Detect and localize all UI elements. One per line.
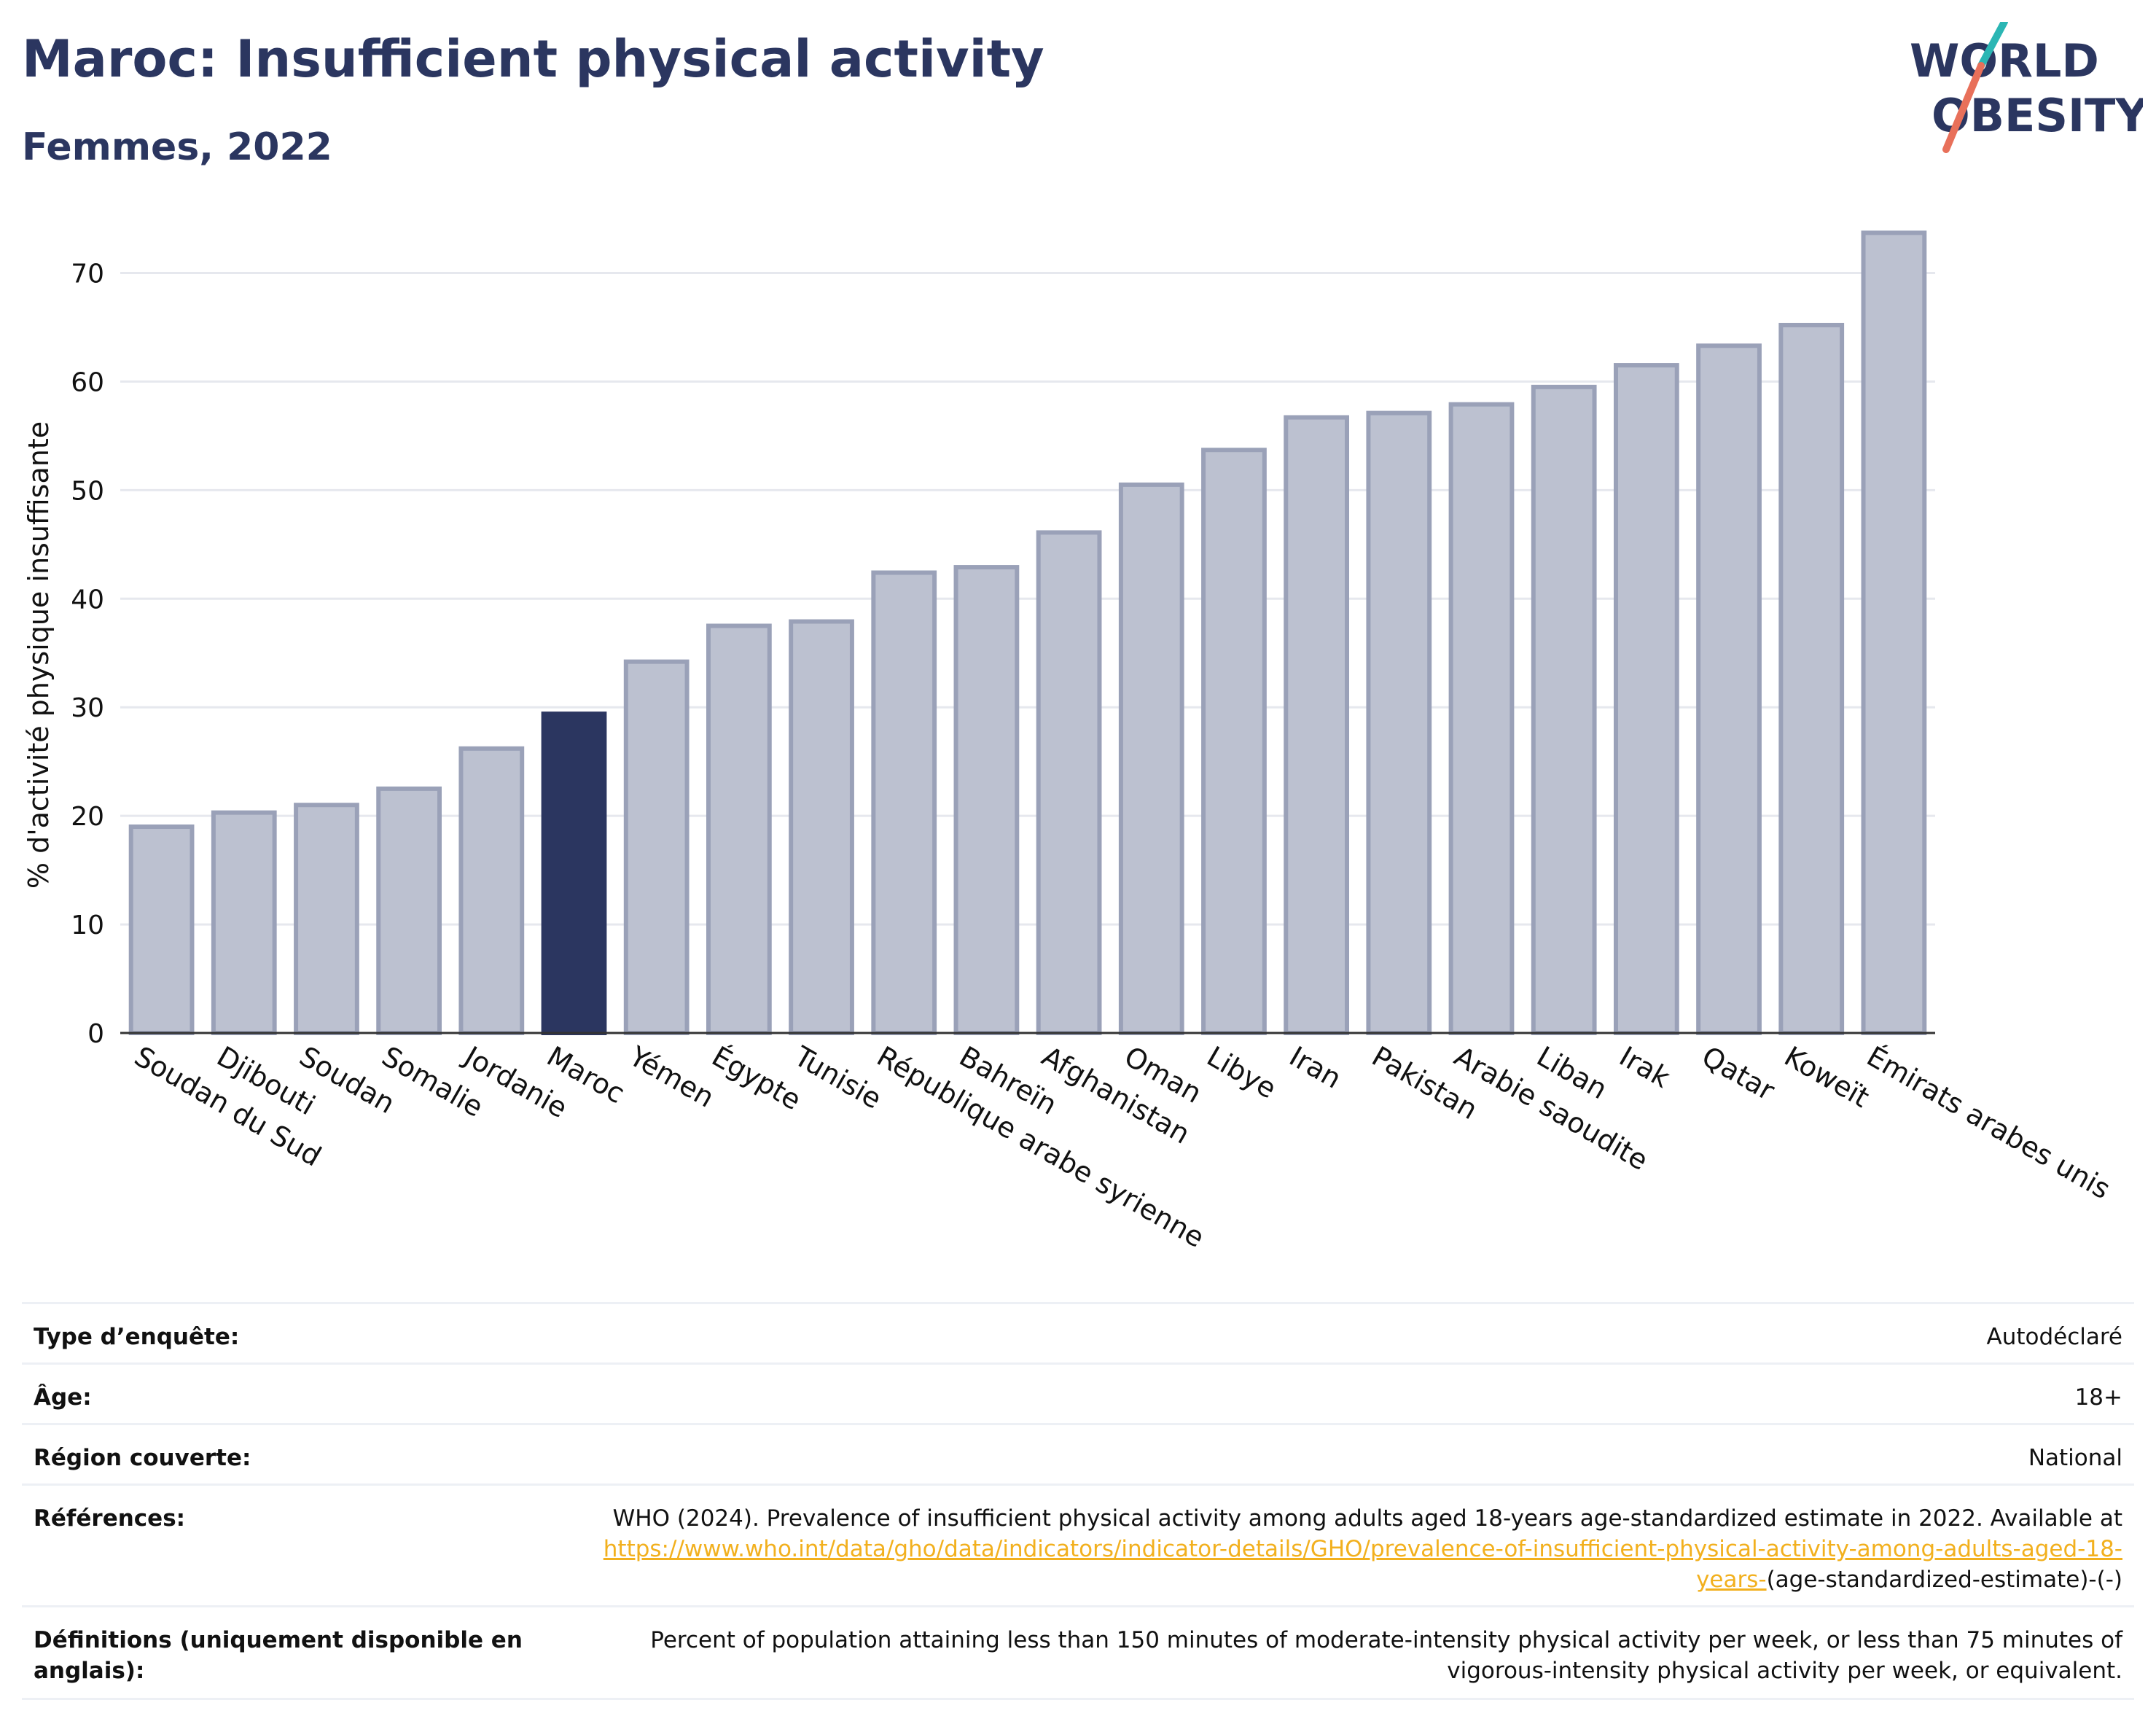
bar-pakistan[interactable] [1366, 410, 1432, 1036]
y-tick-label: 30 [71, 693, 104, 723]
info-row-region: Région couverte: National [22, 1423, 2134, 1483]
info-row-definitions: Définitions (uniquement disponible en an… [22, 1605, 2134, 1700]
region-label: Région couverte: [34, 1445, 251, 1471]
bar-libye[interactable] [1201, 448, 1267, 1035]
bar-djibouti[interactable] [211, 810, 277, 1035]
info-table: Type d’enquête: Autodéclaré Âge: 18+ Rég… [22, 1302, 2134, 1700]
info-row-survey: Type d’enquête: Autodéclaré [22, 1302, 2134, 1362]
bar-bahre-n[interactable] [953, 565, 1020, 1035]
y-tick-label: 40 [71, 585, 104, 615]
bar-liban[interactable] [1531, 384, 1597, 1035]
age-value: 18+ [2074, 1384, 2122, 1411]
bar-soudan-du-sud[interactable] [128, 824, 195, 1035]
x-tick-label: Yémen [623, 1040, 719, 1114]
bar-somalie[interactable] [376, 786, 442, 1036]
y-tick-label: 60 [71, 367, 104, 397]
bar-maroc[interactable] [541, 711, 607, 1035]
chart-title: Maroc: Insufficient physical activity [22, 29, 1044, 89]
y-tick-label: 50 [71, 476, 104, 506]
bar-soudan[interactable] [294, 803, 359, 1035]
x-tick-label: Tunisie [789, 1040, 887, 1115]
references-value: WHO (2024). Prevalence of insufficient p… [544, 1486, 2134, 1605]
x-tick-label: Émirats arabes unis [1862, 1040, 2116, 1206]
y-tick-label: 20 [71, 802, 104, 832]
references-label: Références: [34, 1505, 186, 1532]
x-tick-label: Égypte [706, 1040, 806, 1117]
bar-afghanistan[interactable] [1036, 530, 1102, 1035]
references-link[interactable]: https://www.who.int/data/gho/data/indica… [603, 1536, 2122, 1593]
y-tick-label: 0 [87, 1019, 104, 1049]
x-tick-label: Iran [1284, 1040, 1347, 1095]
x-tick-label: Libye [1201, 1040, 1281, 1105]
bar-tunisie[interactable] [789, 619, 854, 1035]
bar--gypte[interactable] [706, 623, 772, 1035]
bar-iran[interactable] [1284, 415, 1350, 1036]
definitions-label: Définitions (uniquement disponible en an… [34, 1627, 523, 1684]
info-row-references: Références: WHO (2024). Prevalence of in… [22, 1483, 2134, 1605]
age-label: Âge: [34, 1384, 92, 1411]
chart-subtitle: Femmes, 2022 [22, 125, 332, 169]
bar-irak[interactable] [1613, 363, 1679, 1035]
bar-chart: 0 10 20 30 40 50 60 70 Soudan du SudDjiboutiSou… [23, 230, 2116, 1254]
survey-type-value: Autodéclaré [1986, 1324, 2122, 1350]
slash-logo-icon-lower [1942, 62, 1985, 153]
y-tick-label: 10 [71, 911, 104, 940]
references-suffix: (age-standardized-estimate)-(-) [1766, 1567, 2122, 1593]
y-tick-label: 70 [71, 259, 104, 289]
x-tick-label: Qatar [1697, 1040, 1781, 1107]
x-tick-label: Koweït [1779, 1040, 1875, 1114]
bars [128, 230, 1927, 1036]
bar-y-men[interactable] [623, 659, 690, 1035]
world-obesity-logo: WORLD OBESITY [1910, 22, 2143, 153]
bar-jordanie[interactable] [458, 746, 525, 1035]
survey-type-label: Type d’enquête: [34, 1324, 240, 1350]
logo-text-world: WORLD [1910, 34, 2099, 87]
bar-kowe-t[interactable] [1778, 322, 1845, 1036]
bar-r-publique-arabe-syrienne[interactable] [871, 570, 937, 1035]
definitions-value: Percent of population attaining less tha… [650, 1627, 2122, 1684]
bar-qatar[interactable] [1696, 343, 1762, 1035]
x-axis-labels: Soudan du SudDjiboutiSoudanSomalieJordan… [129, 1040, 2116, 1254]
info-row-age: Âge: 18+ [22, 1362, 2134, 1423]
bar--mirats-arabes-unis[interactable] [1861, 230, 1927, 1036]
references-text: WHO (2024). Prevalence of insufficient p… [612, 1505, 2122, 1532]
y-axis-title: % d'activité physique insuffisante [23, 421, 55, 889]
bar-oman[interactable] [1118, 482, 1184, 1035]
region-value: National [2028, 1445, 2122, 1471]
x-tick-label: Irak [1614, 1040, 1675, 1094]
bar-arabie-saoudite[interactable] [1448, 402, 1515, 1035]
y-axis: 0 10 20 30 40 50 60 70 [71, 259, 104, 1049]
slash-logo-icon [1977, 22, 2008, 69]
